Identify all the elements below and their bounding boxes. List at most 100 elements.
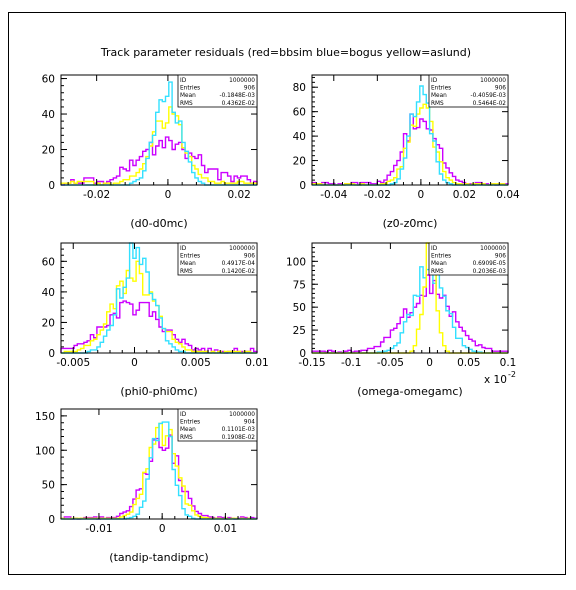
stats-value: 1000000 [480, 246, 506, 252]
y-tick-label: 20 [293, 156, 306, 168]
stats-key: RMS [180, 435, 193, 441]
x-tick-label: -0.01 [85, 523, 112, 535]
histogram-panel: -0.15 -0.1 -0.05 0 0.05 0.1 0 25 50 75 100 ID 100000… [286, 242, 517, 398]
stats-value: 1000000 [229, 412, 255, 418]
histogram-panel: -0.02 0 0.02 0 20 40 60 ID 1000000 Entries 906 Mean… [42, 74, 258, 230]
stats-key: RMS [431, 101, 444, 107]
x-tick-label: 0.005 [181, 357, 211, 369]
x-tick-label: 0.01 [214, 523, 237, 535]
stats-value: -0.4059E-03 [470, 93, 506, 99]
y-tick-label: 40 [42, 109, 55, 121]
y-tick-label: 20 [42, 145, 55, 157]
x-tick-label: -0.15 [298, 357, 325, 369]
x-tick-label: 0.1 [500, 357, 517, 369]
x-axis-label: (tandip-tandipmc) [109, 551, 208, 564]
x-tick-label: 0.02 [453, 189, 476, 201]
x-tick-label: 0.05 [457, 357, 480, 369]
y-tick-label: 50 [293, 302, 306, 314]
x-axis-label: (z0-z0mc) [383, 217, 438, 230]
y-tick-label: 25 [293, 325, 306, 337]
stats-key: Mean [431, 93, 447, 99]
histogram-series-yellow [61, 260, 257, 354]
x-tick-label: -0.05 [377, 357, 404, 369]
y-tick-label: 100 [35, 445, 55, 457]
stats-key: Mean [180, 261, 196, 267]
stats-key: ID [180, 78, 187, 84]
x-tick-label: 0.01 [245, 357, 268, 369]
stats-value: 1000000 [480, 78, 506, 84]
x-axis-label: (phi0-phi0mc) [120, 385, 197, 398]
plot-frame [60, 74, 258, 186]
stats-key: ID [431, 78, 438, 84]
stats-value: 0.4917E-04 [222, 261, 256, 267]
x-tick-label: 0 [165, 189, 172, 201]
stats-key: Mean [180, 427, 196, 433]
histogram-series-magenta [60, 434, 258, 520]
stats-key: RMS [180, 269, 193, 275]
stats-key: Entries [180, 420, 200, 426]
stats-box [177, 242, 258, 276]
stats-key: Mean [431, 261, 447, 267]
axis-multiplier: x 10 [484, 374, 507, 386]
histogram-series-magenta [61, 136, 258, 186]
stats-value: 0.1420E-02 [222, 269, 256, 275]
x-tick-label: -0.02 [83, 189, 110, 201]
stats-key: ID [180, 412, 187, 418]
y-tick-label: 0 [48, 180, 55, 192]
stats-value: 0.1101E-03 [222, 427, 256, 433]
stats-value: 906 [244, 254, 255, 260]
stats-value: -0.1848E-03 [219, 93, 255, 99]
x-tick-label: -0.04 [320, 189, 347, 201]
stats-value: 0.4362E-02 [222, 101, 256, 107]
stats-value: 0.6909E-05 [473, 261, 507, 267]
stats-key: Entries [431, 86, 451, 92]
figure-title: Track parameter residuals (red=bbsim blu… [100, 46, 471, 59]
x-tick-label: 0 [159, 523, 166, 535]
stats-value: 0.5464E-02 [473, 101, 507, 107]
y-tick-label: 60 [293, 107, 306, 119]
histogram-series-cyan [312, 261, 508, 354]
histogram-panel: -0.04 -0.02 0 0.02 0.04 0 20 40 60 80 ID 1000000 Ent… [293, 74, 520, 230]
stats-box [428, 74, 509, 108]
y-tick-label: 80 [293, 82, 306, 94]
y-tick-label: 40 [293, 131, 306, 143]
stats-value: 906 [244, 86, 255, 92]
stats-key: ID [431, 246, 438, 252]
y-tick-label: 40 [42, 287, 55, 299]
stats-key: Entries [180, 254, 200, 260]
stats-box [428, 242, 509, 276]
x-axis-label: (omega-omegamc) [357, 385, 462, 398]
x-tick-label: 0 [418, 189, 425, 201]
y-tick-label: 0 [48, 514, 55, 526]
stats-value: 1000000 [229, 246, 255, 252]
y-tick-label: 20 [42, 317, 55, 329]
y-tick-label: 75 [293, 279, 306, 291]
y-tick-label: 60 [42, 74, 55, 86]
stats-value: 1000000 [229, 78, 255, 84]
stats-key: RMS [431, 269, 444, 275]
y-tick-label: 60 [42, 256, 55, 268]
y-tick-label: 50 [42, 480, 55, 492]
stats-key: Entries [431, 254, 451, 260]
stats-box [177, 74, 258, 108]
x-tick-label: 0.04 [496, 189, 520, 201]
stats-value: 0.2036E-03 [473, 269, 507, 275]
y-tick-label: 0 [299, 180, 306, 192]
y-tick-label: 150 [35, 411, 55, 423]
axis-multiplier-exponent: -2 [508, 370, 516, 379]
x-axis-label: (d0-d0mc) [130, 217, 187, 230]
plot-frame [311, 74, 509, 186]
y-tick-label: 100 [286, 256, 306, 268]
x-tick-label: 0.02 [227, 189, 250, 201]
figure-frame [8, 12, 566, 575]
x-tick-label: 0 [131, 357, 138, 369]
x-tick-label: -0.02 [364, 189, 391, 201]
stats-key: Entries [180, 86, 200, 92]
x-tick-label: -0.005 [56, 357, 90, 369]
y-tick-label: 0 [299, 348, 306, 360]
histogram-panel: -0.01 0 0.01 0 50 100 150 ID 1000000 Entries 904 Me… [35, 408, 258, 564]
stats-key: Mean [180, 93, 196, 99]
stats-key: RMS [180, 101, 193, 107]
